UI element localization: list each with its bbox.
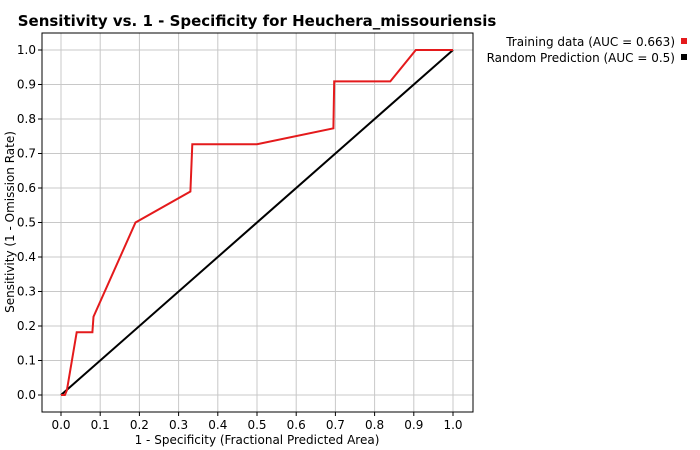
y-tick-label: 0.6: [17, 181, 36, 195]
y-tick-label: 0.3: [17, 285, 36, 299]
x-tick-label: 0.0: [51, 418, 70, 432]
training-data-line: [61, 49, 453, 396]
y-tick-label: 0.8: [17, 112, 36, 126]
x-tick-label: 0.2: [130, 418, 149, 432]
y-tick-label: 0.0: [17, 388, 36, 402]
x-tick-label: 1.0: [443, 418, 462, 432]
y-tick-label: 0.7: [17, 147, 36, 161]
x-tick-label: 0.5: [247, 418, 266, 432]
legend-label: Training data (AUC = 0.663): [505, 35, 675, 49]
legend-swatch: [681, 38, 687, 44]
legend-label: Random Prediction (AUC = 0.5): [487, 51, 675, 65]
x-tick-label: 0.1: [91, 418, 110, 432]
x-tick-label: 0.4: [208, 418, 227, 432]
y-tick-label: 0.4: [17, 250, 36, 264]
y-tick-label: 0.9: [17, 78, 36, 92]
series-group: [60, 49, 454, 396]
x-tick-label: 0.8: [365, 418, 384, 432]
x-axis: 0.0 0.1 0.2 0.3 0.4 0.5 0.6 0.7 0.8 0.9 1.0: [51, 412, 463, 432]
x-tick-label: 0.3: [169, 418, 188, 432]
y-tick-label: 1.0: [17, 43, 36, 57]
y-axis-label: Sensitivity (1 - Omission Rate): [3, 131, 17, 313]
chart-title: Sensitivity vs. 1 - Specificity for Heuc…: [18, 12, 497, 30]
random-prediction-line: [60, 49, 454, 396]
legend: Training data (AUC = 0.663) Random Predic…: [487, 35, 687, 65]
y-tick-label: 0.5: [17, 216, 36, 230]
grid: [42, 33, 473, 412]
y-tick-label: 0.1: [17, 354, 36, 368]
x-tick-label: 0.7: [326, 418, 345, 432]
legend-swatch: [681, 54, 687, 60]
x-axis-label: 1 - Specificity (Fractional Predicted Ar…: [135, 433, 380, 447]
y-axis: 0.0 0.1 0.2 0.3 0.4 0.5 0.6 0.7 0.8 0.9 1.0: [17, 43, 42, 402]
x-tick-label: 0.9: [404, 418, 423, 432]
y-tick-label: 0.2: [17, 319, 36, 333]
x-tick-label: 0.6: [287, 418, 306, 432]
